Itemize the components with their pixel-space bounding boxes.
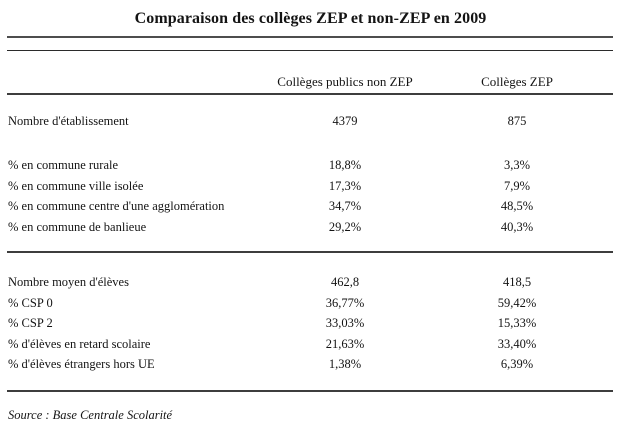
row-value-zep: 15,33% xyxy=(497,316,537,330)
title-rule xyxy=(7,36,613,38)
row-value-non-zep: 462,8 xyxy=(330,275,360,289)
table-row-retard-scolaire: % d'élèves en retard scolaire 21,63% 33,… xyxy=(0,334,621,355)
table-top-rule xyxy=(7,50,613,51)
row-label: % en commune ville isolée xyxy=(8,178,144,193)
row-value-zep: 7,9% xyxy=(503,178,531,193)
table-row-commune-rurale: % en commune rurale 18,8% 3,3% xyxy=(0,155,621,176)
row-value-non-zep: 29,2% xyxy=(328,219,362,234)
row-value-zep: 59,42% xyxy=(497,295,537,310)
row-value-zep: 3,3% xyxy=(503,158,531,172)
row-value-zep: 6,39% xyxy=(500,357,534,371)
row-value-zep: 33,40% xyxy=(497,336,537,351)
table-bottom-rule xyxy=(7,389,613,392)
source-note: Source : Base Centrale Scolarité xyxy=(8,407,173,422)
row-value-zep: 418,5 xyxy=(502,275,532,289)
table-row-ville-isolee: % en commune ville isolée 17,3% 7,9% xyxy=(0,176,621,197)
table-row-etrangers-hors-ue: % d'élèves étrangers hors UE 1,38% 6,39% xyxy=(0,354,621,375)
row-label: % en commune centre d'une agglomération xyxy=(8,199,225,213)
header-colleges-non-zep: Collèges publics non ZEP xyxy=(277,74,413,89)
table-title: Comparaison des collèges ZEP et non-ZEP … xyxy=(134,10,487,27)
row-label: % d'élèves étrangers hors UE xyxy=(8,357,155,371)
section-divider-rule xyxy=(7,251,613,253)
row-value-zep: 40,3% xyxy=(500,219,534,234)
row-value-non-zep: 17,3% xyxy=(328,178,362,193)
row-value-non-zep: 1,38% xyxy=(328,357,362,371)
row-value-non-zep: 18,8% xyxy=(328,158,362,172)
row-label: Nombre moyen d'élèves xyxy=(8,275,129,289)
row-label: % CSP 0 xyxy=(8,295,53,310)
table-row-etablissements: Nombre d'établissement 4379 875 xyxy=(0,111,621,132)
row-label: % CSP 2 xyxy=(8,316,53,330)
row-label: % d'élèves en retard scolaire xyxy=(8,336,151,351)
table-row-csp-0: % CSP 0 36,77% 59,42% xyxy=(0,293,621,314)
table-row-banlieue: % en commune de banlieue 29,2% 40,3% xyxy=(0,217,621,238)
table-header-row: Collèges publics non ZEP Collèges ZEP xyxy=(0,72,621,92)
row-label: % en commune rurale xyxy=(8,158,119,172)
row-value-non-zep: 4379 xyxy=(332,114,358,128)
row-value-non-zep: 34,7% xyxy=(328,199,362,213)
row-value-non-zep: 21,63% xyxy=(325,336,365,351)
row-value-zep: 48,5% xyxy=(500,199,534,213)
table-row-nombre-moyen-eleves: Nombre moyen d'élèves 462,8 418,5 xyxy=(0,272,621,293)
row-label: Nombre d'établissement xyxy=(8,114,129,128)
row-value-non-zep: 36,77% xyxy=(325,295,365,310)
header-colleges-zep: Collèges ZEP xyxy=(481,74,553,89)
row-value-zep: 875 xyxy=(507,114,527,128)
header-empty-cell xyxy=(8,72,245,92)
table-row-csp-2: % CSP 2 33,03% 15,33% xyxy=(0,313,621,334)
table-row-centre-agglomeration: % en commune centre d'une agglomération … xyxy=(0,196,621,217)
header-rule xyxy=(7,93,613,95)
row-value-non-zep: 33,03% xyxy=(325,316,365,330)
row-label: % en commune de banlieue xyxy=(8,219,147,234)
